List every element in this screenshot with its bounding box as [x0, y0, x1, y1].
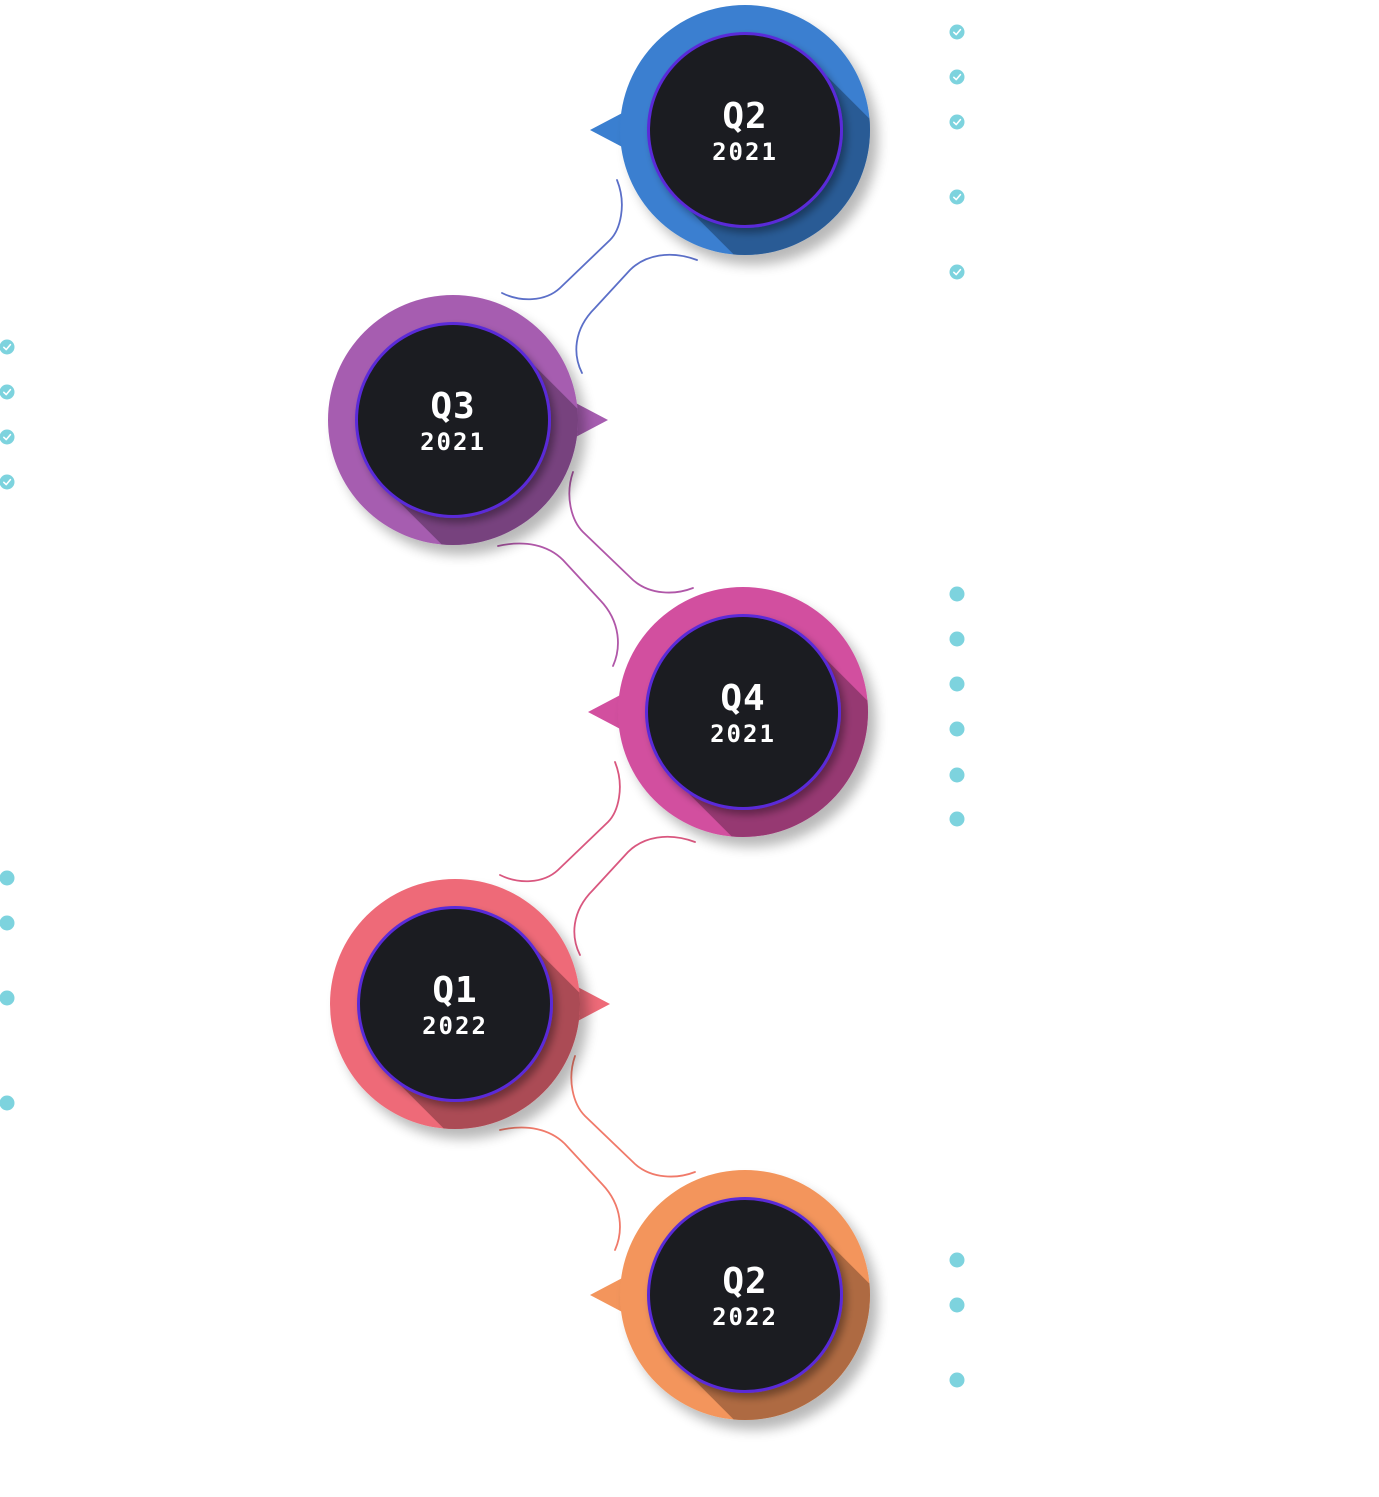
bullet-list-right — [949, 586, 965, 827]
dot-bullet-icon — [949, 1297, 965, 1313]
bullet-list-right — [949, 1252, 965, 1388]
check-bullet-icon — [0, 429, 15, 445]
year-label: 2022 — [712, 1303, 778, 1331]
connector-line — [570, 1055, 696, 1178]
dot-bullet-icon — [949, 767, 965, 783]
pointer-tab — [570, 400, 608, 440]
pointer-tab — [572, 984, 610, 1024]
check-bullet-icon — [949, 264, 965, 280]
connector-line — [575, 253, 698, 374]
center-disc — [648, 617, 838, 807]
check-bullet-icon — [0, 339, 15, 355]
year-label: 2022 — [422, 1012, 488, 1040]
quarter-label: Q2 — [722, 96, 767, 137]
center-disc — [650, 1200, 840, 1390]
connector-line — [568, 471, 694, 594]
dot-bullet-icon — [0, 990, 15, 1006]
dot-bullet-icon — [0, 915, 15, 931]
year-label: 2021 — [420, 428, 486, 456]
center-disc — [360, 909, 550, 1099]
dot-bullet-icon — [949, 586, 965, 602]
center-disc — [358, 325, 548, 515]
connector-lines — [497, 179, 698, 1251]
dot-bullet-icon — [949, 676, 965, 692]
year-label: 2021 — [712, 138, 778, 166]
check-bullet-icon — [949, 189, 965, 205]
bullet-list-left — [0, 339, 15, 490]
check-bullet-icon — [0, 384, 15, 400]
year-label: 2021 — [710, 720, 776, 748]
bullet-list-left — [0, 870, 15, 1111]
quarter-label: Q2 — [722, 1261, 767, 1302]
quarter-label: Q4 — [720, 678, 765, 719]
dot-bullet-icon — [0, 870, 15, 886]
quarter-label: Q3 — [430, 386, 475, 427]
bullet-list-right — [949, 24, 965, 280]
connector-line — [573, 835, 696, 956]
dot-bullet-icon — [949, 1252, 965, 1268]
bullet-lists — [0, 24, 965, 1388]
dot-bullet-icon — [949, 721, 965, 737]
pointer-tab — [590, 110, 628, 150]
connector-line — [499, 1126, 621, 1251]
check-bullet-icon — [0, 474, 15, 490]
connector-line — [499, 761, 621, 883]
quarter-label: Q1 — [432, 970, 477, 1011]
dot-bullet-icon — [949, 631, 965, 647]
pointer-tab — [590, 1275, 628, 1315]
pointer-tab — [588, 692, 626, 732]
dot-bullet-icon — [0, 1095, 15, 1111]
check-bullet-icon — [949, 114, 965, 130]
check-bullet-icon — [949, 24, 965, 40]
connector-line — [497, 542, 619, 667]
connector-line — [501, 179, 623, 301]
center-disc — [650, 35, 840, 225]
dot-bullet-icon — [949, 1372, 965, 1388]
check-bullet-icon — [949, 69, 965, 85]
dot-bullet-icon — [949, 811, 965, 827]
